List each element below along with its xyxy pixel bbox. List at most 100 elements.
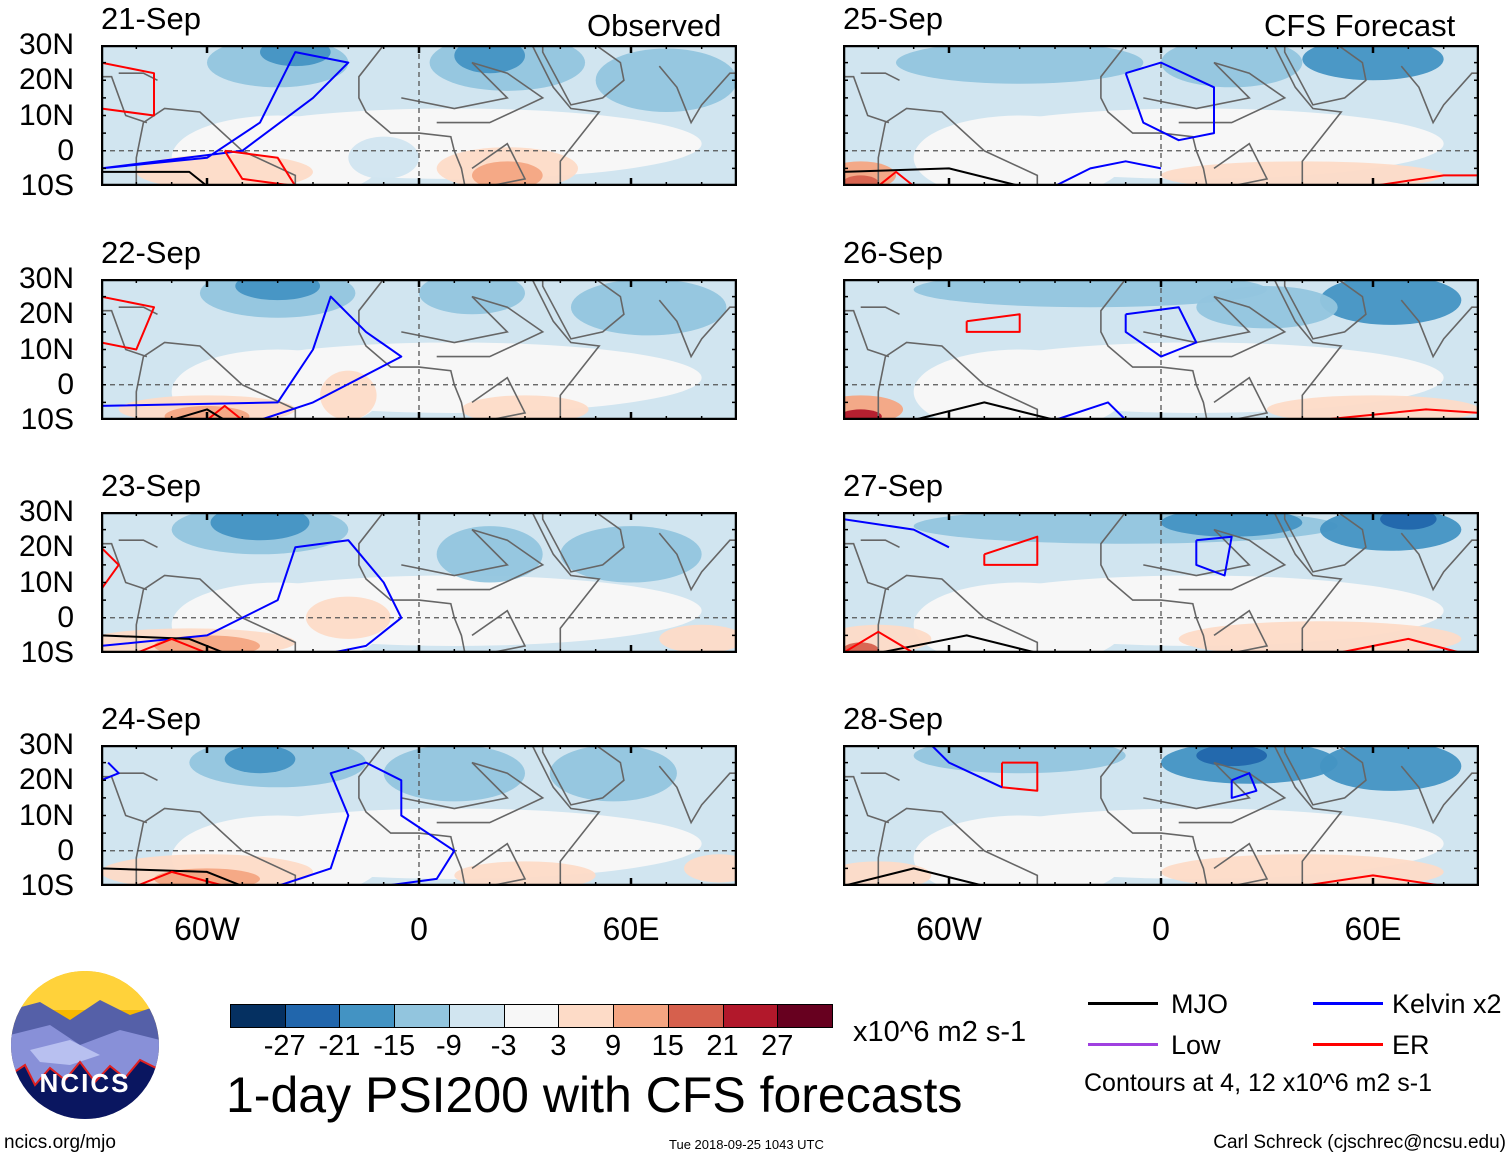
coastline [471,142,527,187]
contour-line [135,637,208,654]
coastline [1100,44,1208,187]
colorbar-swatch [448,1004,505,1028]
lon-label: 60W [174,911,240,947]
colorbar-swatch [558,1004,615,1028]
map-panel-27-Sep [825,508,1480,668]
contour-line [100,634,226,654]
lat-label: 30N [18,262,74,295]
footer-url[interactable]: ncics.org/mjo [4,1132,116,1153]
coastline [843,542,890,591]
contour-line [1319,408,1480,421]
contour-line [1372,174,1479,187]
footer-author: Carl Schreck (cjschrec@ncsu.edu) [1213,1132,1506,1153]
contour-line [1302,874,1444,887]
contour-line [100,867,243,887]
lat-label: 0 [57,133,74,167]
coastline [101,309,148,358]
coastline [1273,511,1343,653]
shading-blob [549,745,677,802]
map-panel-21-Sep [100,34,738,201]
legend-label-er: ER [1392,1030,1430,1060]
legend-label-kelvin: Kelvin x2 [1392,989,1502,1019]
coastline [135,341,297,420]
contour-line [877,170,915,187]
coastline [531,44,601,186]
coastline [358,44,466,187]
colorbar-label: -3 [490,1030,517,1062]
shading-blob [560,526,702,583]
lat-label: 20N [18,63,74,97]
panel-date: 25-Sep [843,1,943,36]
coastline [358,744,466,887]
shading-region [913,582,1126,668]
coastline [1273,744,1343,886]
coastline [1100,744,1208,887]
coastline [101,542,148,591]
contour-line [100,51,350,170]
colorbar-swatch [722,1004,779,1028]
colorbar-swatch [284,1004,341,1028]
legend-label-mjo: MJO [1171,989,1228,1019]
shading-blob [1320,275,1462,325]
coastline [471,609,527,654]
coastline [541,511,625,573]
contour-line [100,761,120,782]
contour-line [277,761,456,887]
coastline [541,278,625,340]
colorbar-label: -9 [436,1030,462,1062]
contours-note: Contours at 4, 12 x10^6 m2 s-1 [1084,1069,1433,1097]
lat-label: 10S [20,869,74,902]
lat-label: 10N [18,798,74,832]
shading-region [913,815,1126,901]
coastline [1213,609,1269,654]
shading-blob [348,136,419,179]
coastline [1213,142,1269,187]
coastline [860,72,900,82]
forecast-title: CFS Forecast [1264,8,1456,43]
contour-line [100,546,120,591]
coastline [1143,295,1287,358]
coastline [1143,761,1287,824]
contour-line [965,313,1021,333]
coastline [541,744,625,806]
coastline [843,75,890,124]
coastline [1143,528,1287,591]
coastline [1283,278,1367,340]
contour-line [842,518,950,549]
coastline [860,772,900,782]
shading-blob [595,48,737,112]
contour-line [1230,772,1258,799]
coastline [877,341,1039,420]
colorbar-label: 27 [761,1030,794,1062]
coastline [1400,299,1479,359]
coastline [135,574,297,653]
lon-label: 0 [1152,911,1170,947]
shading-blob [570,279,727,336]
contour-line [1337,637,1462,654]
legend-line-low [1088,1043,1158,1046]
legend-line-kelvin [1313,1002,1383,1005]
colorbar-units: x10^6 m2 s-1 [853,1016,1027,1048]
coastline [658,532,737,592]
contour-line [930,744,1003,789]
map-panel-28-Sep [825,737,1480,901]
coastline [860,306,900,316]
shading-blob [419,271,525,315]
lat-label: 10S [20,636,74,669]
lat-label: 0 [57,600,74,634]
coastline [471,842,527,887]
coastline [1400,65,1479,125]
coastline [1283,744,1367,806]
contour-line [206,404,243,421]
contour-line [100,539,403,654]
legend-line-er [1313,1043,1383,1046]
contour-line [913,401,1056,421]
map-panel-23-Sep [83,504,745,668]
coastline [1143,61,1287,124]
contour-line [878,634,1038,654]
coastline [1273,44,1343,186]
coastline [1273,278,1343,420]
coastline [135,807,297,886]
coastline [401,295,545,358]
